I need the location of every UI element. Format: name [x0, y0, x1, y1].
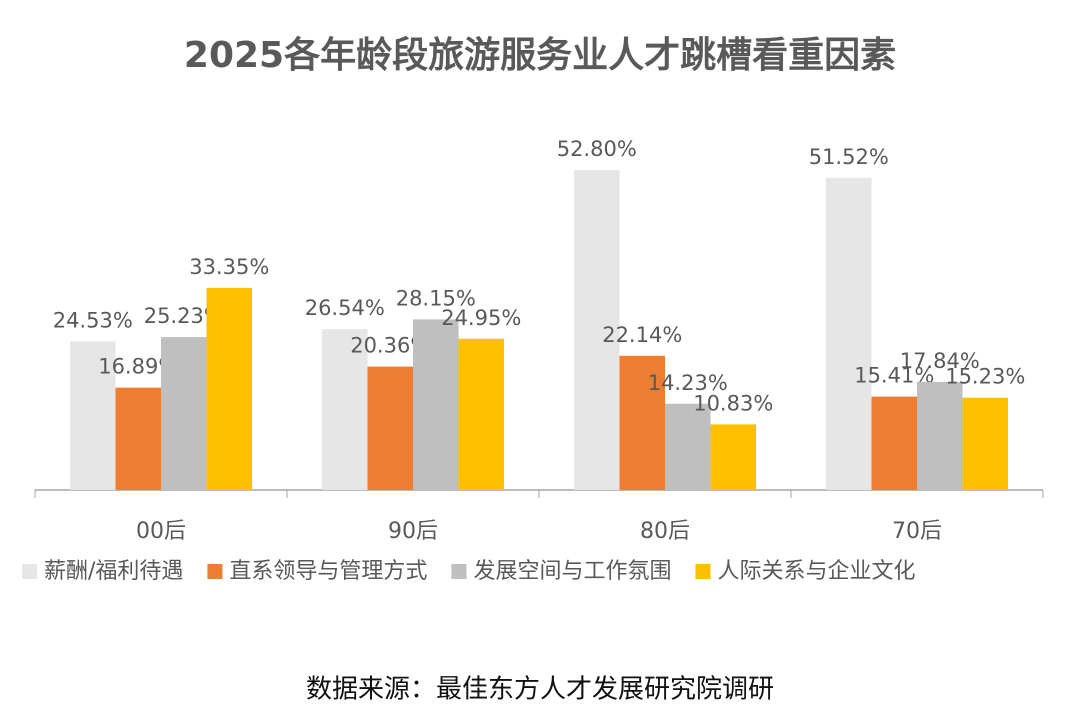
source-note: 数据来源：最佳东方人才发展研究院调研	[306, 675, 774, 705]
data-label: 15.23%	[945, 365, 1025, 389]
data-label: 24.95%	[441, 306, 521, 330]
bar	[917, 381, 963, 490]
x-tick-label: 70后	[892, 519, 942, 544]
data-label: 10.83%	[693, 391, 773, 415]
bar	[574, 170, 620, 491]
legend-swatch	[451, 564, 467, 579]
bar	[161, 337, 207, 490]
data-label: 14.23%	[648, 371, 728, 395]
legend-label: 发展空间与工作氛围	[473, 559, 671, 584]
data-label: 28.15%	[396, 286, 476, 310]
bar	[871, 396, 917, 490]
data-label: 26.54%	[305, 296, 385, 320]
data-label: 52.80%	[557, 137, 637, 161]
legend-swatch	[22, 564, 37, 579]
bar	[458, 338, 504, 490]
bar	[115, 387, 161, 490]
bar	[962, 397, 1008, 490]
x-tick-label: 80后	[640, 519, 690, 544]
legend-label: 薪酬/福利待遇	[44, 559, 183, 584]
bar	[206, 287, 252, 490]
data-label: 24.53%	[53, 308, 133, 332]
bar	[710, 424, 756, 490]
legend-label: 直系领导与管理方式	[229, 559, 427, 584]
bar	[619, 355, 665, 490]
x-tick-label: 00后	[136, 519, 186, 544]
bar	[665, 403, 711, 490]
legend-swatch	[695, 564, 711, 579]
data-label: 22.14%	[602, 323, 682, 347]
bar	[826, 177, 872, 490]
bar	[70, 341, 116, 490]
bar	[322, 329, 368, 490]
data-label: 33.35%	[189, 255, 269, 279]
bar	[367, 366, 413, 490]
chart-title: 2025各年龄段旅游服务业人才跳槽看重因素	[184, 35, 896, 76]
legend-label: 人际关系与企业文化	[717, 559, 915, 584]
x-tick-label: 90后	[388, 519, 438, 544]
legend-swatch	[207, 564, 223, 579]
data-label: 51.52%	[809, 145, 889, 169]
bar	[413, 319, 459, 490]
data-label: 17.84%	[900, 349, 980, 373]
